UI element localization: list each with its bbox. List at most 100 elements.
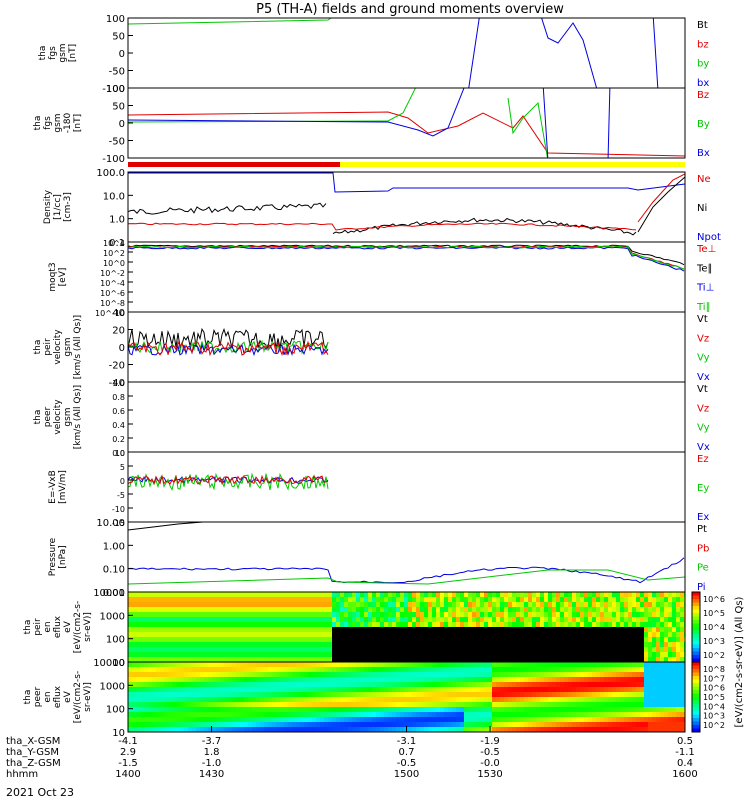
- spectrogram-cell: [584, 692, 589, 698]
- spectrogram-cell: [512, 597, 517, 603]
- spectrogram-cell: [600, 607, 605, 613]
- y-tick-label: 10000: [93, 588, 125, 599]
- spectrogram-cell: [648, 622, 653, 628]
- spectrogram-cell: [340, 652, 345, 658]
- spectrogram-cell: [188, 667, 193, 673]
- spectrogram-cell: [164, 642, 169, 648]
- spectrogram-cell: [500, 667, 505, 673]
- spectrogram-cell: [152, 632, 157, 638]
- spectrogram-cell: [500, 687, 505, 693]
- spectrogram-cell: [192, 652, 197, 658]
- spectrogram-cell: [372, 627, 377, 633]
- spectrogram-cell: [556, 642, 561, 648]
- spectrogram-cell: [252, 647, 257, 653]
- legend-Ex: Ex: [697, 512, 709, 523]
- spectrogram-cell: [436, 597, 441, 603]
- spectrogram-cell: [376, 627, 381, 633]
- spectrogram-cell: [536, 652, 541, 658]
- spectrogram-cell: [400, 622, 405, 628]
- spectrogram-cell: [380, 692, 385, 698]
- spectrogram-cell: [328, 697, 333, 703]
- spectrogram-cell: [184, 597, 189, 603]
- y-tick-label: 100: [106, 635, 125, 646]
- spectrogram-cell: [240, 597, 245, 603]
- spectrogram-cell: [256, 717, 261, 723]
- spectrogram-cell: [364, 632, 369, 638]
- spectrogram-cell: [620, 682, 625, 688]
- spectrogram-cell: [652, 652, 657, 658]
- spectrogram-cell: [424, 682, 429, 688]
- spectrogram-cell: [132, 592, 137, 598]
- spectrogram-cell: [580, 597, 585, 603]
- spectrogram-cell: [296, 602, 301, 608]
- spectrogram-cell: [188, 702, 193, 708]
- spectrogram-cell: [268, 722, 273, 728]
- spectrogram-cell: [652, 617, 657, 623]
- spectrogram-cell: [568, 712, 573, 718]
- spectrogram-cell: [636, 652, 641, 658]
- spectrogram-cell: [600, 682, 605, 688]
- spectrogram-cell: [600, 692, 605, 698]
- spectrogram-cell: [384, 662, 389, 668]
- spectrogram-cell: [188, 652, 193, 658]
- spectrogram-cell: [344, 612, 349, 618]
- spectrogram-cell: [588, 657, 593, 662]
- spectrogram-cell: [604, 687, 609, 693]
- spectrogram-cell: [308, 632, 313, 638]
- spectrogram-cell: [372, 672, 377, 678]
- spectrogram-cell: [436, 722, 441, 728]
- spectrogram-cell: [256, 712, 261, 718]
- spectrogram-cell: [472, 652, 477, 658]
- spectrogram-cell: [544, 672, 549, 678]
- y-tick-label: 1.00: [103, 541, 125, 552]
- colorbar-segment: [692, 662, 700, 666]
- spectrogram-cell: [416, 602, 421, 608]
- spectrogram-cell: [568, 667, 573, 673]
- spectrogram-cell: [316, 667, 321, 673]
- spectrogram-cell: [128, 657, 133, 662]
- spectrogram-cell: [428, 607, 433, 613]
- spectrogram-cell: [632, 632, 637, 638]
- spectrogram-cell: [320, 727, 325, 732]
- spectrogram-cell: [432, 647, 437, 653]
- spectrogram-cell: [276, 652, 281, 658]
- spectrogram-cell: [428, 687, 433, 693]
- spectrogram-cell: [616, 677, 621, 683]
- spectrogram-cell: [476, 632, 481, 638]
- spectrogram-cell: [592, 697, 597, 703]
- spectrogram-cell: [348, 682, 353, 688]
- spectrogram-cell: [484, 607, 489, 613]
- spectrogram-cell: [244, 712, 249, 718]
- spectrogram-cell: [400, 702, 405, 708]
- spectrogram-cell: [520, 622, 525, 628]
- spectrogram-cell: [412, 612, 417, 618]
- spectrogram-cell: [300, 622, 305, 628]
- spectrogram-cell: [152, 637, 157, 643]
- spectrogram-cell: [616, 617, 621, 623]
- spectrogram-cell: [272, 627, 277, 633]
- spectrogram-cell: [128, 617, 133, 623]
- y-tick-label: 0.6: [112, 407, 125, 416]
- spectrogram-cell: [328, 702, 333, 708]
- spectrogram-cell: [188, 722, 193, 728]
- spectrogram-cell: [308, 627, 313, 633]
- spectrogram-cell: [352, 592, 357, 598]
- spectrogram-cell: [676, 622, 681, 628]
- spectrogram-cell: [412, 712, 417, 718]
- spectrogram-cell: [392, 712, 397, 718]
- spectrogram-cell: [228, 677, 233, 683]
- colorbar-segment: [692, 728, 700, 733]
- spectrogram-cell: [312, 647, 317, 653]
- spectrogram-cell: [536, 672, 541, 678]
- spectrogram-cell: [476, 637, 481, 643]
- spectrogram-cell: [308, 702, 313, 708]
- spectrogram-cell: [672, 647, 677, 653]
- spectrogram-cell: [224, 677, 229, 683]
- spectrogram-cell: [232, 707, 237, 713]
- spectrogram-cell: [604, 617, 609, 623]
- spectrogram-cell: [364, 622, 369, 628]
- date-label: 2021 Oct 23: [6, 786, 74, 799]
- spectrogram-cell: [236, 592, 241, 598]
- spectrogram-cell: [348, 612, 353, 618]
- spectrogram-cell: [228, 637, 233, 643]
